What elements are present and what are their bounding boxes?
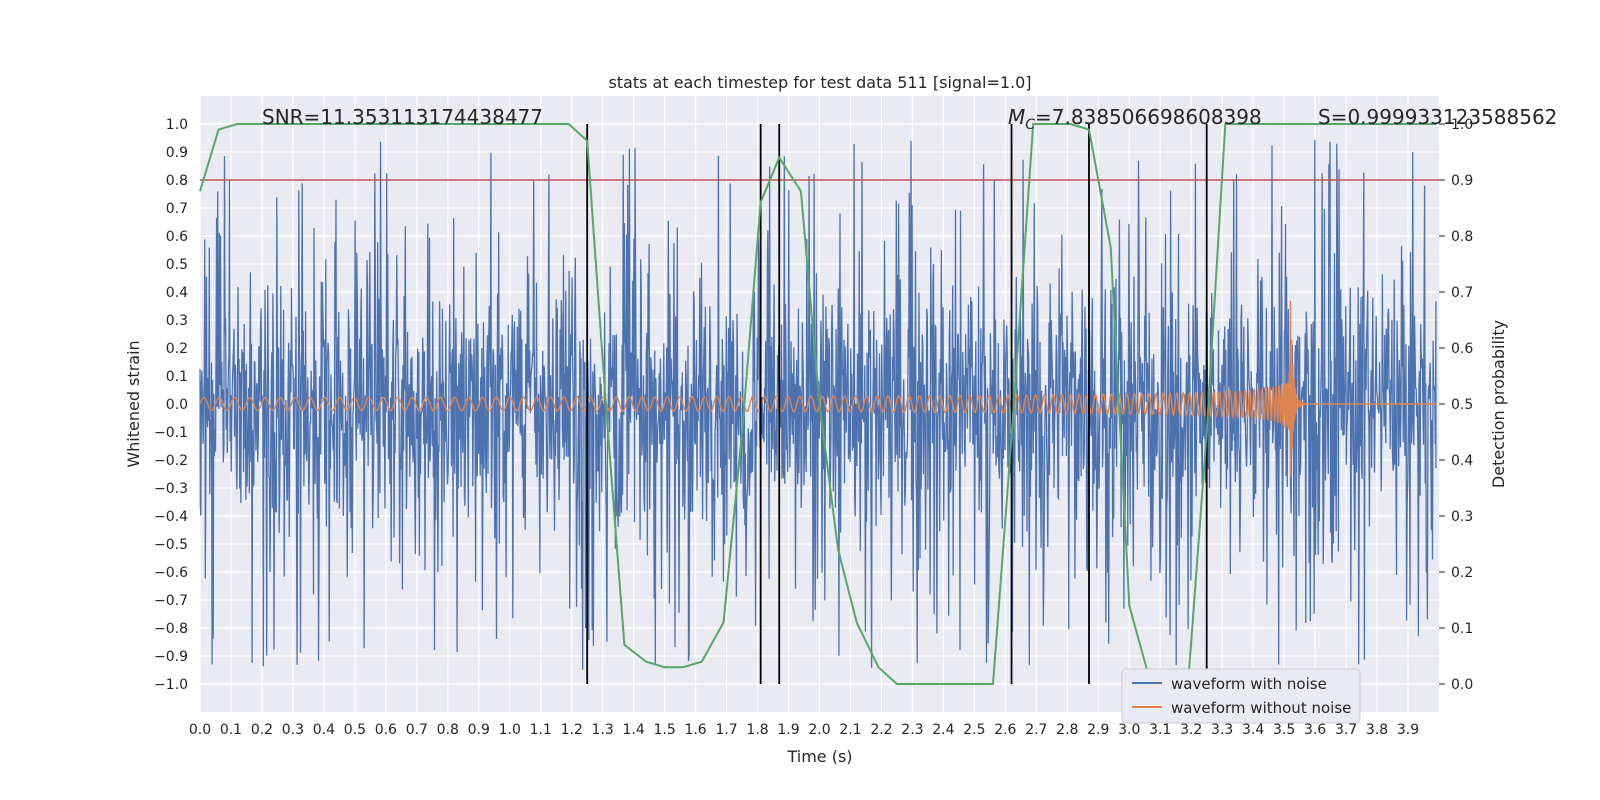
x-tick-label: 0.2 <box>251 722 273 738</box>
x-tick-label: 3.5 <box>1273 722 1295 738</box>
s-annotation: S=0.999933123588562 <box>1318 105 1557 129</box>
chirp-trace <box>199 300 1436 477</box>
y-axis-label-left: Whitened strain <box>124 340 143 467</box>
series-detection-probability <box>199 123 1436 685</box>
y-left-tick-label: −0.6 <box>154 565 188 581</box>
y-right-tick-label: 0.7 <box>1451 285 1473 301</box>
y-left-tick-label: 0.2 <box>166 341 188 357</box>
y-left-tick-labels: 1.0 0.9 0.8 0.7 0.6 0.5 0.4 0.3 0.2 0.1 0.0 −0.1 −0.… <box>154 117 188 693</box>
x-tick-label: 3.7 <box>1335 722 1357 738</box>
legend-box <box>1121 668 1361 724</box>
x-tick-label: 3.0 <box>1118 722 1140 738</box>
x-tick-label: 0.6 <box>375 722 397 738</box>
chirp-mass-value: =7.838506698608398 <box>1035 105 1262 129</box>
y-right-tick-label: 0.9 <box>1451 173 1473 189</box>
x-tick-label: 3.2 <box>1180 722 1202 738</box>
y-left-tick-label: 0.7 <box>166 201 188 217</box>
x-tick-label: 1.4 <box>623 722 645 738</box>
x-tick-label: 1.1 <box>530 722 552 738</box>
x-tick-label: 3.1 <box>1149 722 1171 738</box>
x-tick-label: 2.0 <box>808 722 830 738</box>
series-waveform-without-noise <box>199 300 1436 477</box>
y-left-tick-label: −0.5 <box>154 537 188 553</box>
y-left-tick-label: −1.0 <box>154 677 188 693</box>
y-left-tick-label: 0.4 <box>166 285 188 301</box>
series-waveform-with-noise <box>199 139 1437 670</box>
y-left-tick-label: −0.8 <box>154 621 188 637</box>
x-tick-label: 2.4 <box>932 722 954 738</box>
y-left-tick-label: −0.2 <box>154 453 188 469</box>
noise-trace <box>199 139 1437 670</box>
chart-title: stats at each timestep for test data 511… <box>608 73 1031 92</box>
x-tick-label: 3.9 <box>1397 722 1419 738</box>
x-tick-label: 1.3 <box>592 722 614 738</box>
y-right-tick-label: 0.3 <box>1451 509 1473 525</box>
x-tick-label: 2.2 <box>870 722 892 738</box>
x-tick-label: 3.8 <box>1366 722 1388 738</box>
x-tick-label: 3.4 <box>1242 722 1264 738</box>
y-right-tick-labels: 1.0 0.9 0.8 0.7 0.6 0.5 0.4 0.3 0.2 0.1 0.0 <box>1439 117 1473 693</box>
y-left-tick-label: −0.9 <box>154 649 188 665</box>
x-tick-label: 2.9 <box>1087 722 1109 738</box>
x-tick-label: 0.7 <box>406 722 428 738</box>
y-left-tick-label: 0.5 <box>166 257 188 273</box>
x-tick-label: 1.7 <box>715 722 737 738</box>
detection-vertical-lines <box>586 124 1208 684</box>
x-tick-label: 0.8 <box>437 722 459 738</box>
y-left-tick-label: 0.8 <box>166 173 188 189</box>
x-tick-label: 0.4 <box>313 722 335 738</box>
y-right-tick-label: 1.0 <box>1451 117 1473 133</box>
y-left-tick-label: 1.0 <box>166 117 188 133</box>
x-tick-label: 1.8 <box>746 722 768 738</box>
y-left-tick-label: −0.7 <box>154 593 188 609</box>
y-axis-label-right: Detection probability <box>1489 320 1508 488</box>
x-tick-label: 0.1 <box>220 722 242 738</box>
chirp-mass-subscript: C <box>1025 117 1035 133</box>
y-right-tick-label: 0.0 <box>1451 677 1473 693</box>
x-axis-label: Time (s) <box>786 747 852 766</box>
x-tick-label: 2.5 <box>963 722 985 738</box>
y-right-tick-label: 0.1 <box>1451 621 1473 637</box>
y-right-tick-label: 0.4 <box>1451 453 1473 469</box>
x-tick-label: 0.3 <box>282 722 304 738</box>
probability-trace <box>199 123 1436 685</box>
x-tick-label: 1.6 <box>684 722 706 738</box>
y-left-tick-label: −0.3 <box>154 481 188 497</box>
x-tick-label: 2.3 <box>901 722 923 738</box>
y-right-tick-label: 0.2 <box>1451 565 1473 581</box>
x-tick-label: 2.8 <box>1056 722 1078 738</box>
x-tick-label: 2.1 <box>839 722 861 738</box>
x-tick-label: 1.0 <box>499 722 521 738</box>
x-tick-label: 1.5 <box>653 722 675 738</box>
legend-label-clean: waveform without noise <box>1171 699 1351 717</box>
x-tick-label: 0.9 <box>468 722 490 738</box>
legend-label-noise: waveform with noise <box>1171 675 1327 693</box>
y-left-tick-label: −0.4 <box>154 509 188 525</box>
x-tick-label: 1.9 <box>777 722 799 738</box>
x-tick-label: 3.6 <box>1304 722 1326 738</box>
y-left-tick-label: 0.1 <box>166 369 188 385</box>
x-tick-label: 1.2 <box>561 722 583 738</box>
legend: waveform with noise waveform without noi… <box>1121 668 1361 724</box>
x-tick-label: 0.0 <box>189 722 211 738</box>
y-left-tick-label: 0.6 <box>166 229 188 245</box>
y-right-tick-label: 0.6 <box>1451 341 1473 357</box>
x-tick-label: 2.6 <box>994 722 1016 738</box>
snr-annotation: SNR=11.353113174438477 <box>262 105 543 129</box>
y-right-tick-label: 0.8 <box>1451 229 1473 245</box>
y-left-tick-label: 0.3 <box>166 313 188 329</box>
x-tick-label: 3.3 <box>1211 722 1233 738</box>
x-tick-label: 0.5 <box>344 722 366 738</box>
chirp-mass-symbol: M <box>1008 105 1025 129</box>
y-right-tick-label: 0.5 <box>1451 397 1473 413</box>
y-left-tick-label: 0.0 <box>166 397 188 413</box>
x-tick-labels: 0.0 0.1 0.2 0.3 0.4 0.5 0.6 0.7 0.8 0.9 1.0 1.1 1.2 1… <box>189 722 1419 738</box>
y-left-tick-label: −0.1 <box>154 425 188 441</box>
chirp-mass-annotation: MC=7.838506698608398 <box>1008 105 1262 133</box>
y-left-tick-label: 0.9 <box>166 145 188 161</box>
x-tick-label: 2.7 <box>1025 722 1047 738</box>
